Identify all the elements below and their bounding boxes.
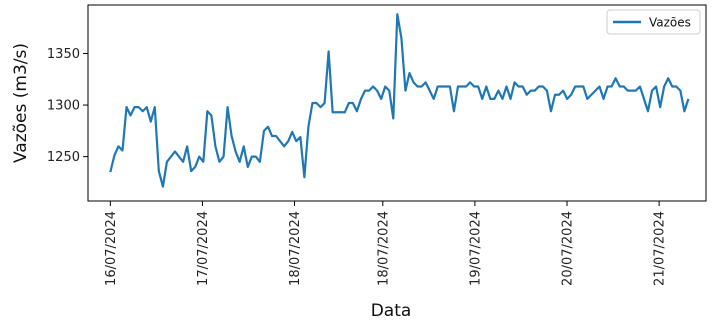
- x-tick-label: 18/07/2024: [376, 211, 391, 286]
- legend-label-vazoes: Vazões: [649, 16, 691, 30]
- x-axis-title: Data: [371, 301, 412, 321]
- legend: Vazões: [606, 9, 701, 35]
- y-tick-label: 1250: [47, 150, 80, 165]
- x-tick-label: 17/07/2024: [196, 211, 211, 286]
- legend-box: [606, 9, 701, 35]
- x-tick-label: 20/07/2024: [561, 211, 576, 286]
- x-tick-label: 18/07/2024: [288, 211, 303, 286]
- y-axis: 1250 1300 1350: [47, 47, 88, 165]
- x-tick-label: 19/07/2024: [468, 211, 483, 286]
- plot-area-frame: [87, 4, 707, 202]
- x-tick-label: 16/07/2024: [104, 211, 119, 286]
- y-tick-label: 1350: [47, 47, 80, 62]
- y-tick-label: 1300: [47, 99, 80, 114]
- series-layer: [109, 13, 690, 188]
- x-tick-label: 21/07/2024: [653, 211, 668, 286]
- x-axis: 16/07/2024 17/07/2024 18/07/2024 18/07/2024…: [104, 201, 668, 286]
- y-axis-title: Vazões (m3/s): [11, 43, 31, 163]
- series-line-vaz-es: [109, 13, 690, 188]
